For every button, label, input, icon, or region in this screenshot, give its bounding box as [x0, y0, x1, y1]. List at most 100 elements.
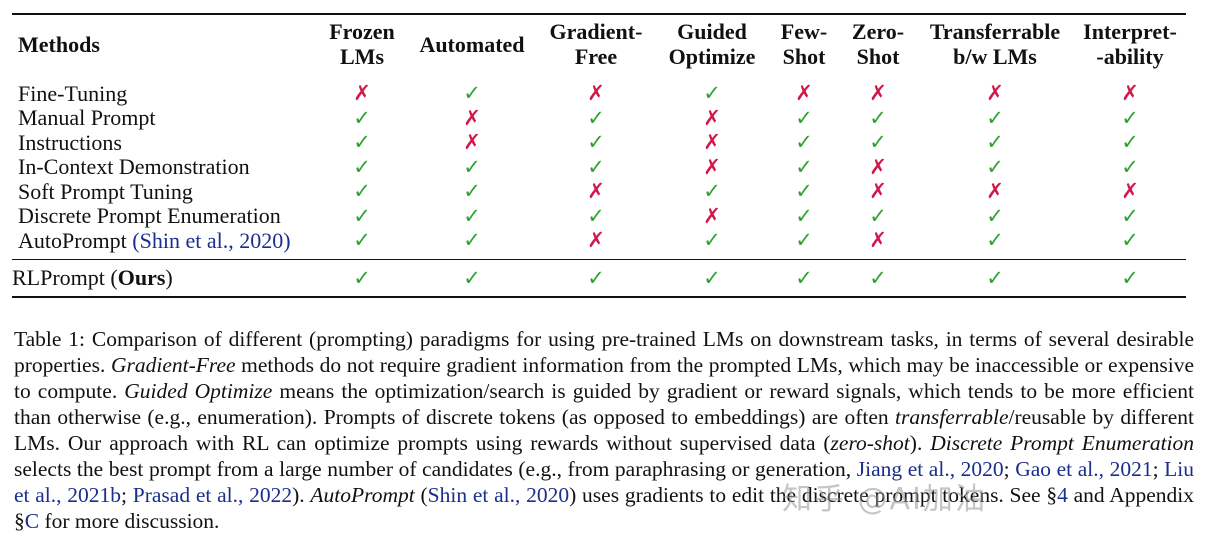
table-cell: ✓ [916, 204, 1074, 229]
checkmark-icon: ✓ [986, 228, 1004, 252]
checkmark-icon: ✓ [703, 81, 721, 105]
italic-text: zero-shot [830, 431, 910, 455]
ours-label: Ours [117, 264, 166, 290]
table-cell: ✗ [840, 73, 916, 106]
table-cell: ✓ [536, 260, 656, 296]
column-header-interp: Interpret- -ability [1074, 15, 1186, 73]
column-header-methods: Methods [12, 15, 316, 73]
checkmark-icon: ✓ [587, 154, 605, 179]
caption-text: gradients to edit the discrete prompt to… [624, 483, 1058, 507]
method-name: AutoPrompt (Shin et al., 2020) [12, 228, 316, 259]
cross-icon: ✗ [1121, 81, 1139, 105]
table-row: Manual Prompt ✓ ✗ ✓ ✗ ✓ ✓ ✓ ✓ [12, 106, 1186, 131]
table-cell: ✓ [916, 106, 1074, 131]
table-cell: ✓ [316, 130, 408, 155]
checkmark-icon: ✓ [463, 203, 481, 228]
column-header-transfer: Transferrable b/w LMs [916, 15, 1074, 73]
table-cell: ✓ [1074, 204, 1186, 229]
citation-link[interactable]: Gao et al., 2021 [1015, 457, 1153, 481]
table-cell: ✗ [840, 228, 916, 259]
cross-icon: ✗ [869, 228, 887, 252]
table-cell: ✓ [840, 260, 916, 296]
method-label: Instructions [18, 129, 122, 155]
checkmark-icon: ✓ [353, 265, 371, 290]
column-header-line: Methods [18, 31, 100, 57]
table-cell: ✓ [840, 204, 916, 229]
citation-link[interactable]: Liu et al., 2021b [14, 457, 1194, 507]
column-header-line: Frozen [329, 19, 395, 44]
method-label: In-Context Demonstration [18, 154, 250, 179]
checkmark-icon: ✓ [869, 203, 887, 228]
table-cell: ✓ [916, 228, 1074, 259]
caption-text: or generation, [731, 457, 857, 481]
cross-icon: ✗ [986, 179, 1004, 203]
caption-text: ; [1152, 457, 1165, 481]
citation-link[interactable]: Shin et al., 2020 [427, 483, 570, 507]
column-header-guided: Guided Optimize [656, 15, 768, 73]
caption-text: /reusable by different LMs. Our approach… [14, 405, 1194, 455]
caption-text: Table 1: Comparison of different (prompt… [14, 327, 1110, 351]
checkmark-icon: ✓ [353, 130, 371, 154]
method-name: RLPrompt (Ours) [12, 260, 316, 296]
top-rule [12, 13, 1186, 15]
table-cell: ✓ [316, 155, 408, 180]
table-row: In-Context Demonstration ✓ ✓ ✓ ✗ ✓ ✗ ✓ ✓ [12, 155, 1186, 180]
table-cell: ✓ [656, 73, 768, 106]
table-cell: ✗ [916, 179, 1074, 204]
table-cell: ✓ [768, 260, 840, 296]
cross-icon: ✗ [587, 81, 605, 105]
table-cell: ✓ [840, 130, 916, 155]
table-cell: ✓ [916, 130, 1074, 155]
method-name: Manual Prompt [12, 106, 316, 131]
column-header-line: Transferrable [929, 19, 1061, 44]
citation-link[interactable]: (Shin et al., 2020) [132, 227, 291, 253]
table-cell: ✓ [1074, 106, 1186, 131]
cross-icon: ✗ [587, 179, 605, 203]
checkmark-icon: ✓ [986, 130, 1004, 154]
table-cell: ✓ [408, 204, 536, 229]
table-cell: ✓ [316, 260, 408, 296]
table-cell: ✓ [656, 228, 768, 259]
checkmark-icon: ✓ [463, 228, 481, 252]
column-header-gradfree: Gradient- Free [536, 15, 656, 73]
table-cell: ✗ [656, 155, 768, 180]
checkmark-icon: ✓ [587, 130, 605, 154]
cross-icon: ✗ [795, 81, 813, 105]
checkmark-icon: ✓ [463, 179, 481, 203]
citation-link[interactable]: C [24, 509, 40, 533]
caption-text: often [844, 405, 896, 429]
checkmark-icon: ✓ [463, 265, 481, 290]
table-cell: ✓ [768, 204, 840, 229]
checkmark-icon: ✓ [795, 203, 813, 228]
column-header-line: Zero- [851, 19, 905, 44]
table-cell: ✓ [768, 228, 840, 259]
italic-text: AutoPrompt [310, 483, 415, 507]
checkmark-icon: ✓ [1121, 265, 1139, 290]
table-row-ours: RLPrompt (Ours) ✓ ✓ ✓ ✓ ✓ ✓ ✓ ✓ [12, 260, 1186, 296]
checkmark-icon: ✓ [1121, 154, 1139, 179]
table-header-row: Methods Frozen LMs Automated Gradient- Free Gu… [12, 15, 1186, 73]
checkmark-icon: ✓ [986, 203, 1004, 228]
citation-link[interactable]: Prasad et al., 2022 [132, 483, 293, 507]
bottom-rule [12, 295, 1186, 298]
cross-icon: ✗ [1121, 179, 1139, 203]
table-cell: ✗ [1074, 179, 1186, 204]
citation-link[interactable]: Jiang et al., 2020 [856, 457, 1004, 481]
table-caption: Table 1: Comparison of different (prompt… [14, 326, 1194, 534]
method-label: Manual Prompt [18, 105, 156, 130]
table-cell: ✗ [408, 106, 536, 131]
table-cell: ✓ [536, 204, 656, 229]
watermark: 知乎 @AI加油 [782, 482, 987, 517]
table-row: Soft Prompt Tuning ✓ ✓ ✗ ✓ ✓ ✗ ✗ ✗ [12, 179, 1186, 204]
caption-text: ; [1003, 457, 1016, 481]
table-cell: ✓ [1074, 130, 1186, 155]
caption-text: for more discussion. [39, 509, 220, 533]
checkmark-icon: ✓ [795, 154, 813, 179]
checkmark-icon: ✓ [353, 203, 371, 228]
table-cell: ✗ [840, 179, 916, 204]
citation-link[interactable]: 4 [1057, 483, 1068, 507]
comparison-table-block: Methods Frozen LMs Automated Gradient- Free Gu… [12, 13, 1186, 298]
table-cell: ✗ [316, 73, 408, 106]
column-header-line: Optimize [668, 44, 756, 69]
checkmark-icon: ✓ [587, 203, 605, 228]
